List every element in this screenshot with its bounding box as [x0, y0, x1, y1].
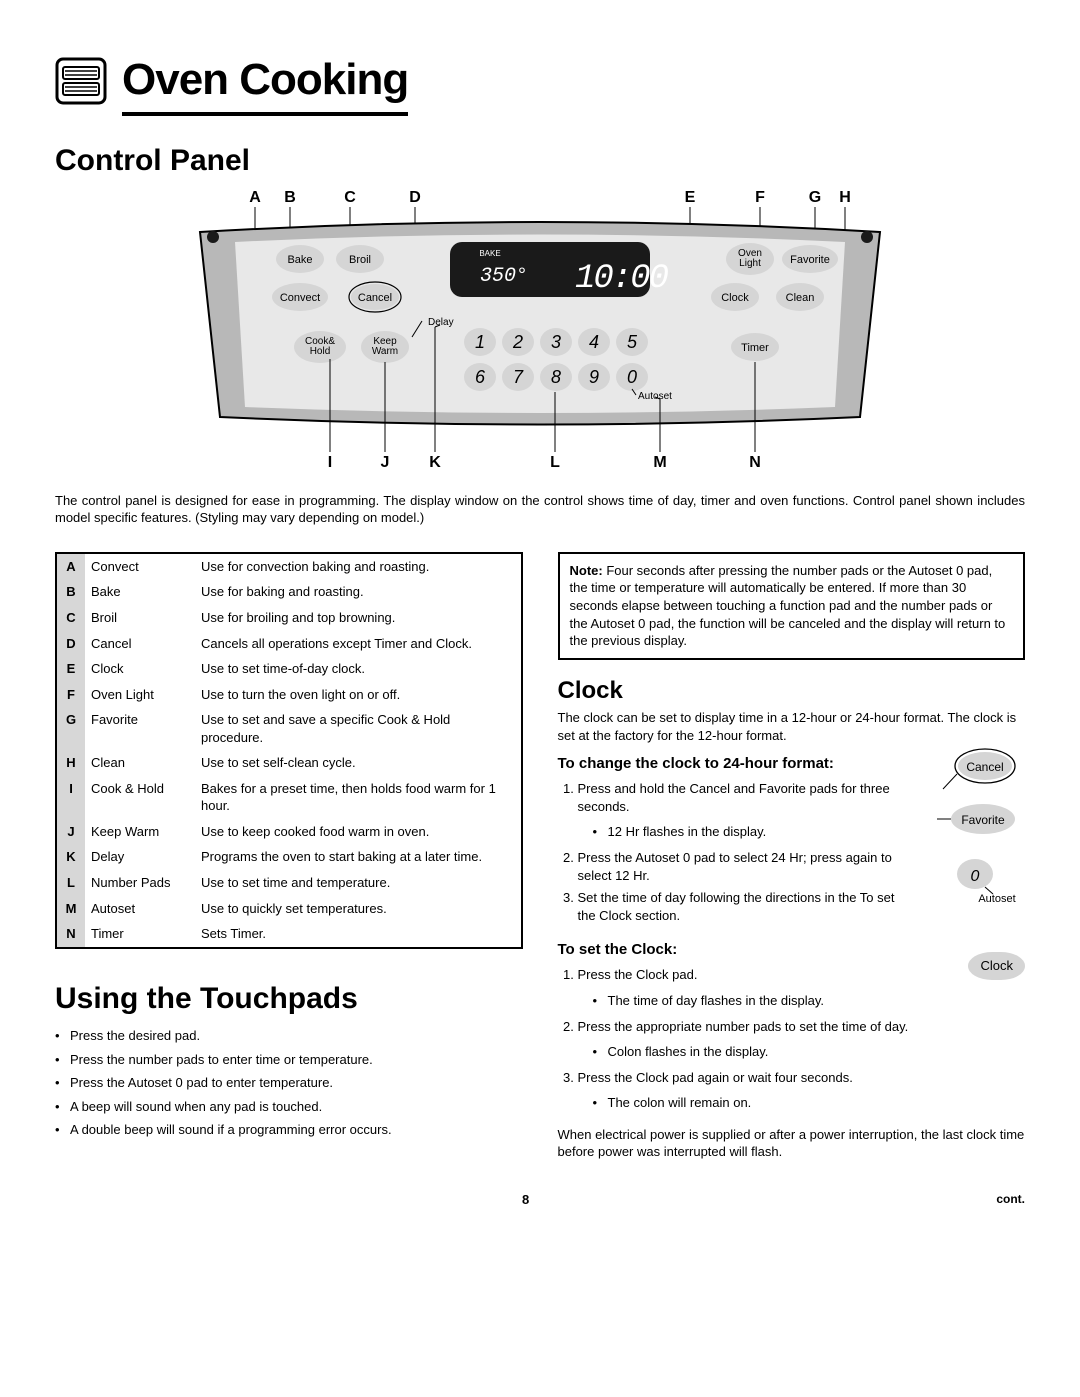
clock-set-icon: Clock: [968, 930, 1025, 980]
svg-text:1: 1: [475, 332, 485, 352]
table-row: AConvectUse for convection baking and ro…: [57, 554, 521, 580]
svg-text:Favorite: Favorite: [961, 813, 1005, 827]
clock-change-steps: Press and hold the Cancel and Favorite p…: [558, 780, 916, 924]
list-item: The time of day flashes in the display.: [578, 992, 959, 1010]
svg-text:BAKE: BAKE: [479, 249, 500, 258]
control-panel-intro: The control panel is designed for ease i…: [55, 492, 1025, 527]
table-row: KDelayPrograms the oven to start baking …: [57, 844, 521, 870]
list-item: A beep will sound when any pad is touche…: [55, 1098, 523, 1116]
svg-text:N: N: [749, 454, 761, 471]
svg-text:Cancel: Cancel: [358, 292, 392, 304]
svg-text:Cancel: Cancel: [966, 760, 1003, 774]
svg-text:3: 3: [551, 332, 561, 352]
clock-outro: When electrical power is supplied or aft…: [558, 1126, 1026, 1161]
svg-text:Hold: Hold: [310, 346, 331, 357]
table-row: CBroilUse for broiling and top browning.: [57, 605, 521, 631]
svg-text:Clean: Clean: [786, 292, 815, 304]
section-clock: Clock: [558, 675, 1026, 707]
list-item: Press the desired pad.: [55, 1027, 523, 1045]
section-control-panel: Control Panel: [55, 141, 1025, 182]
clock-change-heading: To change the clock to 24-hour format:: [558, 754, 916, 774]
svg-text:0: 0: [627, 367, 637, 387]
touchpads-list: Press the desired pad. Press the number p…: [55, 1027, 523, 1139]
svg-text:L: L: [550, 454, 560, 471]
table-row: NTimerSets Timer.: [57, 921, 521, 947]
oven-icon: [55, 57, 107, 110]
clock-set-steps: Press the Clock pad.The time of day flas…: [558, 966, 959, 1111]
svg-text:J: J: [381, 454, 390, 471]
svg-text:C: C: [344, 189, 356, 206]
svg-text:E: E: [685, 189, 696, 206]
svg-text:Convect: Convect: [280, 292, 320, 304]
svg-text:Favorite: Favorite: [790, 254, 830, 266]
svg-text:Light: Light: [739, 258, 761, 269]
functions-table: AConvectUse for convection baking and ro…: [55, 552, 523, 949]
table-row: LNumber PadsUse to set time and temperat…: [57, 870, 521, 896]
svg-text:9: 9: [589, 367, 599, 387]
list-item: Press and hold the Cancel and Favorite p…: [578, 780, 916, 841]
list-item: The colon will remain on.: [578, 1094, 959, 1112]
list-item: Press the Autoset 0 pad to select 24 Hr;…: [578, 849, 916, 884]
svg-text:K: K: [429, 454, 441, 471]
section-touchpads: Using the Touchpads: [55, 979, 523, 1020]
list-item: Press the Clock pad again or wait four s…: [578, 1069, 959, 1112]
svg-text:M: M: [653, 454, 666, 471]
svg-text:2: 2: [512, 332, 523, 352]
svg-text:6: 6: [475, 367, 486, 387]
clock-change-icons: Cancel Favorite 0 Autoset: [925, 744, 1025, 919]
svg-text:7: 7: [513, 367, 524, 387]
svg-text:Timer: Timer: [741, 342, 769, 354]
svg-text:4: 4: [589, 332, 599, 352]
svg-text:G: G: [809, 189, 821, 206]
list-item: Press the Clock pad.The time of day flas…: [578, 966, 959, 1009]
table-row: MAutosetUse to quickly set temperatures.: [57, 896, 521, 922]
note-box: Note: Four seconds after pressing the nu…: [558, 552, 1026, 660]
list-item: Press the appropriate number pads to set…: [578, 1018, 959, 1061]
svg-text:Autoset: Autoset: [638, 391, 672, 402]
note-text: Four seconds after pressing the number p…: [570, 563, 1006, 648]
svg-text:Bake: Bake: [287, 254, 312, 266]
clock-intro: The clock can be set to display time in …: [558, 709, 1026, 744]
clock-pill: Clock: [968, 952, 1025, 980]
svg-text:Autoset: Autoset: [978, 893, 1015, 905]
svg-text:Clock: Clock: [721, 292, 749, 304]
svg-text:Warm: Warm: [372, 346, 398, 357]
page-number: 8: [55, 1191, 996, 1209]
svg-text:A: A: [249, 189, 261, 206]
table-row: BBakeUse for baking and roasting.: [57, 579, 521, 605]
table-row: DCancelCancels all operations except Tim…: [57, 631, 521, 657]
list-item: Press the number pads to enter time or t…: [55, 1051, 523, 1069]
svg-text:Delay: Delay: [428, 317, 454, 328]
table-row: EClockUse to set time-of-day clock.: [57, 656, 521, 682]
table-row: JKeep WarmUse to keep cooked food warm i…: [57, 819, 521, 845]
svg-text:10:00: 10:00: [575, 260, 669, 298]
list-item: Colon flashes in the display.: [578, 1043, 959, 1061]
svg-text:Broil: Broil: [349, 254, 371, 266]
svg-text:I: I: [328, 454, 332, 471]
svg-text:F: F: [755, 189, 765, 206]
svg-text:5: 5: [627, 332, 638, 352]
table-row: ICook & HoldBakes for a preset time, the…: [57, 776, 521, 819]
note-prefix: Note:: [570, 563, 603, 578]
cont-label: cont.: [996, 1191, 1025, 1207]
svg-text:B: B: [284, 189, 296, 206]
page-title: Oven Cooking: [122, 50, 408, 116]
table-row: FOven LightUse to turn the oven light on…: [57, 682, 521, 708]
list-item: Set the time of day following the direct…: [578, 889, 916, 924]
clock-set-heading: To set the Clock:: [558, 940, 959, 960]
svg-text:H: H: [839, 189, 851, 206]
svg-text:0: 0: [971, 868, 980, 885]
table-row: HCleanUse to set self-clean cycle.: [57, 750, 521, 776]
list-item: Press the Autoset 0 pad to enter tempera…: [55, 1074, 523, 1092]
svg-text:350°: 350°: [480, 265, 528, 288]
list-item: A double beep will sound if a programmin…: [55, 1121, 523, 1139]
svg-text:8: 8: [551, 367, 561, 387]
list-item: 12 Hr flashes in the display.: [578, 823, 916, 841]
table-row: GFavoriteUse to set and save a specific …: [57, 707, 521, 750]
control-panel-diagram: A B C D E F G H BAKE 350° 10:00 Bake Broil C…: [55, 187, 1025, 482]
svg-text:D: D: [409, 189, 421, 206]
